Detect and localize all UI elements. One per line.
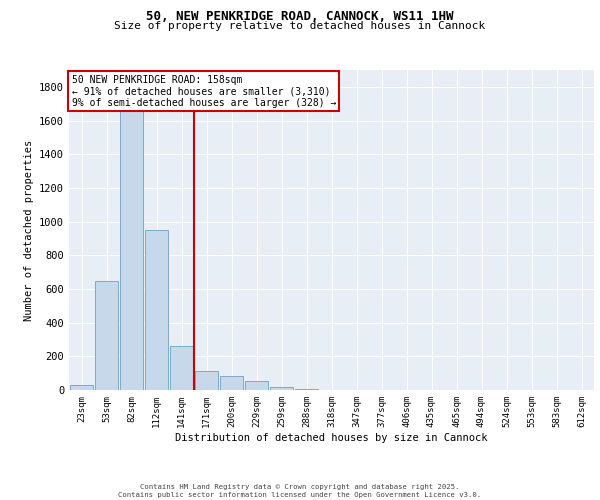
Bar xyxy=(120,104,143,390)
Bar xyxy=(270,388,293,390)
X-axis label: Distribution of detached houses by size in Cannock: Distribution of detached houses by size … xyxy=(175,432,488,442)
Text: 50 NEW PENKRIDGE ROAD: 158sqm
← 91% of detached houses are smaller (3,310)
9% of: 50 NEW PENKRIDGE ROAD: 158sqm ← 91% of d… xyxy=(71,75,336,108)
Bar xyxy=(195,372,218,390)
Bar xyxy=(170,346,193,390)
Y-axis label: Number of detached properties: Number of detached properties xyxy=(23,140,34,320)
Bar xyxy=(220,376,243,390)
Bar xyxy=(70,386,93,390)
Text: Contains HM Land Registry data © Crown copyright and database right 2025.
Contai: Contains HM Land Registry data © Crown c… xyxy=(118,484,482,498)
Bar xyxy=(245,380,268,390)
Text: Size of property relative to detached houses in Cannock: Size of property relative to detached ho… xyxy=(115,21,485,31)
Bar xyxy=(95,280,118,390)
Text: 50, NEW PENKRIDGE ROAD, CANNOCK, WS11 1HW: 50, NEW PENKRIDGE ROAD, CANNOCK, WS11 1H… xyxy=(146,10,454,23)
Bar xyxy=(145,230,168,390)
